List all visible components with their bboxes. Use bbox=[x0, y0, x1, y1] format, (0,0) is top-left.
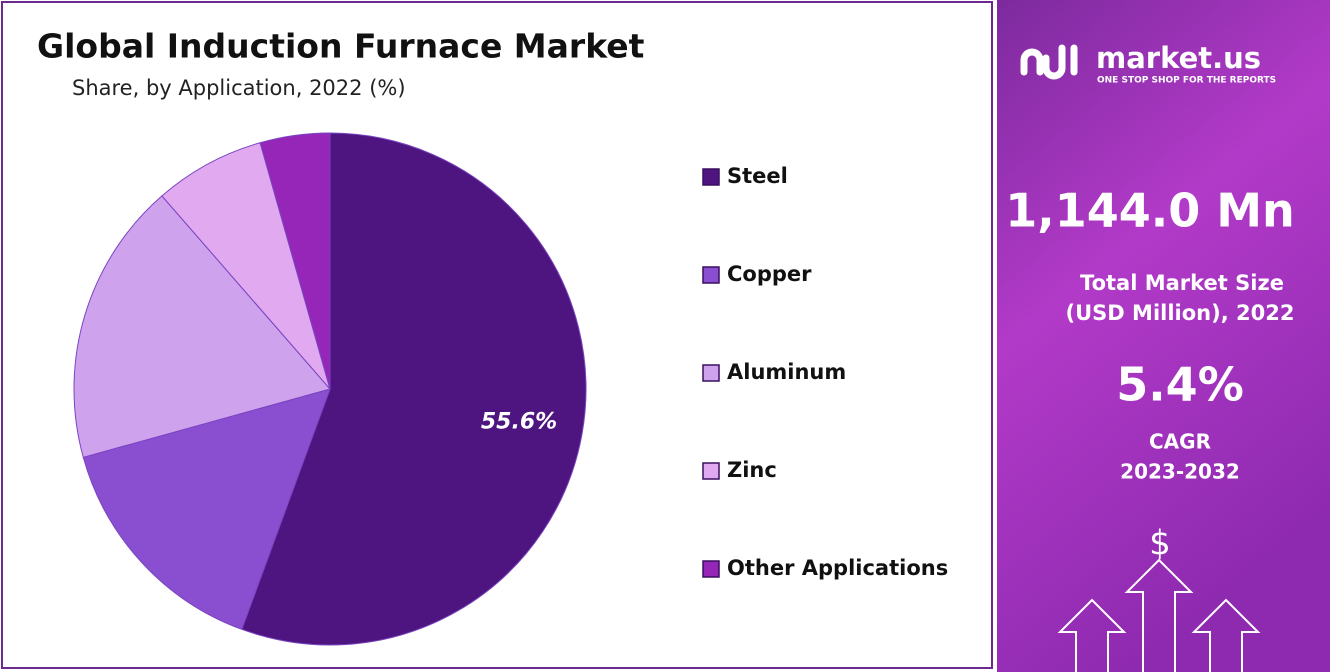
chart-title: Global Induction Furnace Market bbox=[37, 27, 645, 66]
dollar-icon: $ bbox=[1149, 524, 1171, 564]
cagr-label: CAGR bbox=[1149, 430, 1211, 454]
market-size: 1,144.0 Mn bbox=[1005, 184, 1295, 238]
growth-arrows: $ bbox=[1057, 524, 1261, 672]
legend-swatch bbox=[702, 364, 720, 382]
legend-swatch bbox=[702, 560, 720, 578]
legend-label: Zinc bbox=[727, 458, 777, 482]
tagline: ONE STOP SHOP FOR THE REPORTS bbox=[1097, 76, 1276, 86]
market-size-label: (USD Million), 2022 bbox=[1066, 301, 1295, 325]
pie-slice bbox=[259, 132, 331, 390]
legend-label: Aluminum bbox=[727, 360, 846, 384]
legend-swatch bbox=[702, 168, 720, 186]
pie-slice bbox=[73, 195, 331, 458]
cagr-label: 2023-2032 bbox=[1120, 460, 1240, 484]
legend-swatch bbox=[702, 462, 720, 480]
legend-label: Other Applications bbox=[727, 556, 948, 580]
market-size-label: Total Market Size bbox=[1080, 271, 1284, 295]
legend-swatch bbox=[702, 266, 720, 284]
legend-label: Copper bbox=[727, 262, 812, 286]
logo-icon bbox=[1020, 44, 1078, 80]
data-label: 55.6% bbox=[481, 410, 557, 435]
legend-label: Steel bbox=[727, 164, 788, 188]
pie-slice bbox=[161, 142, 331, 390]
side-panel bbox=[997, 0, 1330, 672]
cagr: 5.4% bbox=[1116, 358, 1244, 412]
brand: market.us bbox=[1096, 41, 1261, 75]
chart-subtitle: Share, by Application, 2022 (%) bbox=[72, 76, 406, 100]
pie-slice bbox=[82, 388, 331, 630]
pie-slice bbox=[241, 132, 587, 646]
